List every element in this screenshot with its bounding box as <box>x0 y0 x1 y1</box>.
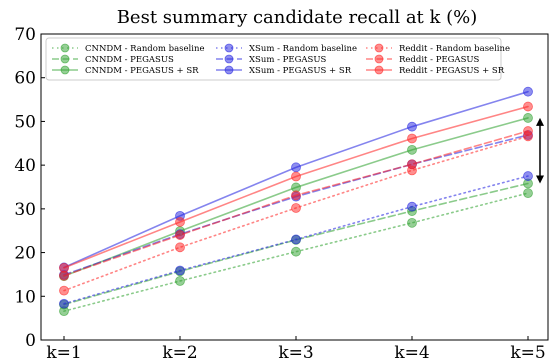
data-point <box>524 113 533 122</box>
data-point <box>176 231 185 240</box>
y-tick-label: 50 <box>14 112 36 132</box>
y-tick-label: 30 <box>14 200 36 220</box>
legend-label: CNNDM - PEGASUS <box>85 55 174 65</box>
data-point <box>524 87 533 96</box>
legend-swatch-marker <box>225 55 233 63</box>
series-line <box>64 136 528 290</box>
y-tick-label: 40 <box>14 156 36 176</box>
data-point <box>176 276 185 285</box>
legend-label: XSum - PEGASUS <box>249 55 327 65</box>
data-point <box>408 202 417 211</box>
data-point <box>524 189 533 198</box>
x-tick-label: k=2 <box>162 343 197 362</box>
legend-label: XSum - Random baseline <box>249 44 357 54</box>
data-point <box>292 191 301 200</box>
data-point <box>524 172 533 181</box>
data-point <box>176 266 185 275</box>
legend-swatch-marker <box>225 44 233 52</box>
data-point <box>292 247 301 256</box>
y-tick-label: 10 <box>14 287 36 307</box>
data-point <box>60 299 69 308</box>
legend-swatch-marker <box>375 44 383 52</box>
gap-arrow-head-down <box>536 176 544 184</box>
data-point <box>524 127 533 136</box>
legend-swatch-marker <box>225 66 233 74</box>
annotation-layer <box>536 118 544 184</box>
x-tick-label: k=3 <box>278 343 313 362</box>
legend-label: Reddit - Random baseline <box>399 44 510 54</box>
x-tick-label: k=5 <box>510 343 545 362</box>
data-point <box>408 218 417 227</box>
data-point <box>408 122 417 131</box>
series-reddit-random-baseline <box>60 132 533 295</box>
legend-label: Reddit - PEGASUS <box>399 55 480 65</box>
legend-swatch-marker <box>375 55 383 63</box>
data-point <box>408 160 417 169</box>
data-point <box>60 263 69 272</box>
x-tick-label: k=4 <box>394 343 429 362</box>
legend-label: Reddit - PEGASUS + SR <box>399 66 505 76</box>
y-tick-label: 70 <box>14 25 36 45</box>
legend-label: CNNDM - Random baseline <box>85 44 204 54</box>
y-tick-label: 20 <box>14 244 36 264</box>
data-point <box>408 134 417 143</box>
legend-swatch-marker <box>375 66 383 74</box>
series-layer <box>60 87 533 315</box>
data-point <box>60 286 69 295</box>
legend-swatch-marker <box>61 44 69 52</box>
data-point <box>524 102 533 111</box>
data-point <box>292 235 301 244</box>
data-point <box>292 172 301 181</box>
gap-arrow-head-up <box>536 118 544 126</box>
y-tick-label: 0 <box>25 331 36 351</box>
y-tick-label: 60 <box>14 69 36 89</box>
legend-swatch-marker <box>61 66 69 74</box>
chart-title: Best summary candidate recall at k (%) <box>117 7 478 28</box>
data-point <box>292 163 301 172</box>
data-point <box>292 203 301 212</box>
legend-label: XSum - PEGASUS + SR <box>249 66 352 76</box>
y-axis: 0 10 20 30 40 50 60 70 <box>14 25 45 351</box>
legend-swatch-marker <box>61 55 69 63</box>
data-point <box>408 145 417 154</box>
data-point <box>176 217 185 226</box>
data-point <box>176 243 185 252</box>
x-tick-label: k=1 <box>46 343 81 362</box>
legend-label: CNNDM - PEGASUS + SR <box>85 66 199 76</box>
